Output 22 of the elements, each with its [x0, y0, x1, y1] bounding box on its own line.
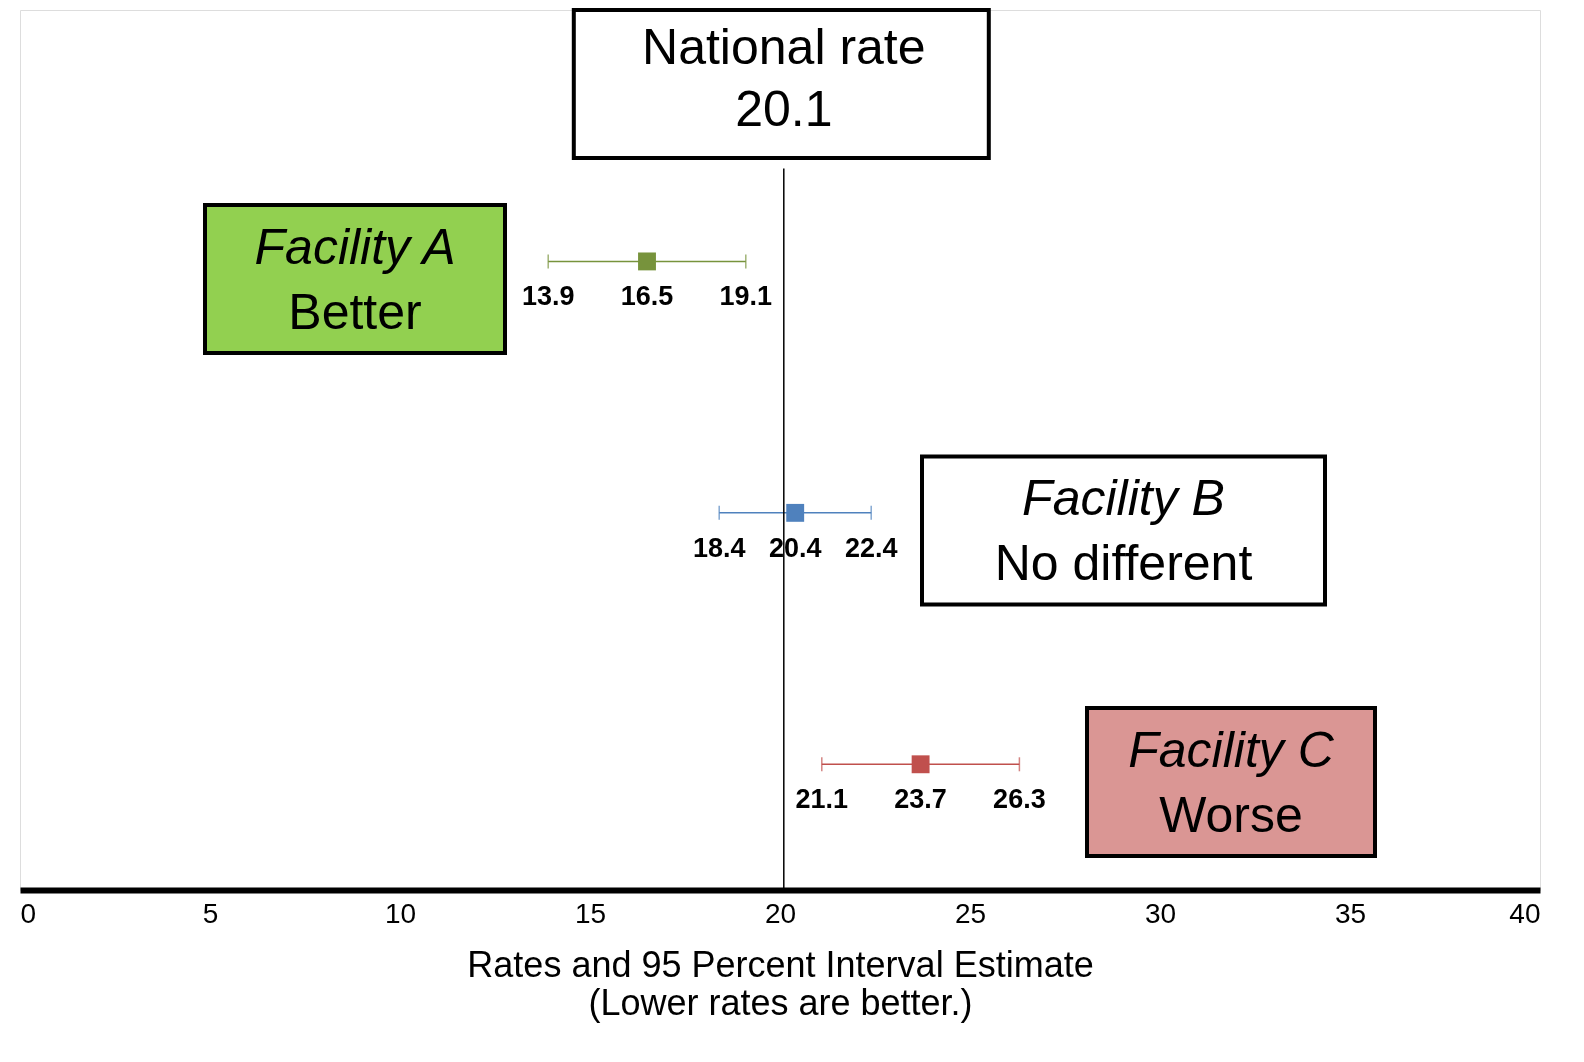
ref-line-label: National rate 20.1 [642, 19, 926, 137]
annotation: 19.1 [719, 281, 773, 312]
x-tick-label: 15 [574, 897, 607, 929]
x-tick-label: 20 [764, 897, 797, 929]
x-tick-label: 25 [954, 897, 987, 929]
annotation: Facility B No different [994, 470, 1253, 592]
data-label: 23.7 [894, 784, 947, 815]
x-tick-label: 40 [1509, 897, 1541, 929]
data-label: 16.5 [620, 281, 674, 312]
annotation: 22.4 [844, 532, 898, 563]
x-tick-label: 0 [20, 897, 37, 929]
x-tick-label: 35 [1334, 897, 1367, 929]
annotation: 18.4 [692, 532, 746, 563]
annotation: 21.1 [795, 784, 849, 815]
x-tick-label: 30 [1144, 897, 1177, 929]
x-axis-title: Rates and 95 Percent Interval Estimate (Lower rates are better.) [467, 943, 1094, 1023]
x-tick-label: 5 [202, 897, 219, 929]
annotation: 13.9 [521, 281, 575, 312]
annotation: Facility A Better [254, 219, 456, 341]
annotation: 26.3 [993, 784, 1046, 815]
annotation: Facility C Worse [1128, 721, 1335, 843]
x-tick-label: 10 [384, 897, 417, 929]
